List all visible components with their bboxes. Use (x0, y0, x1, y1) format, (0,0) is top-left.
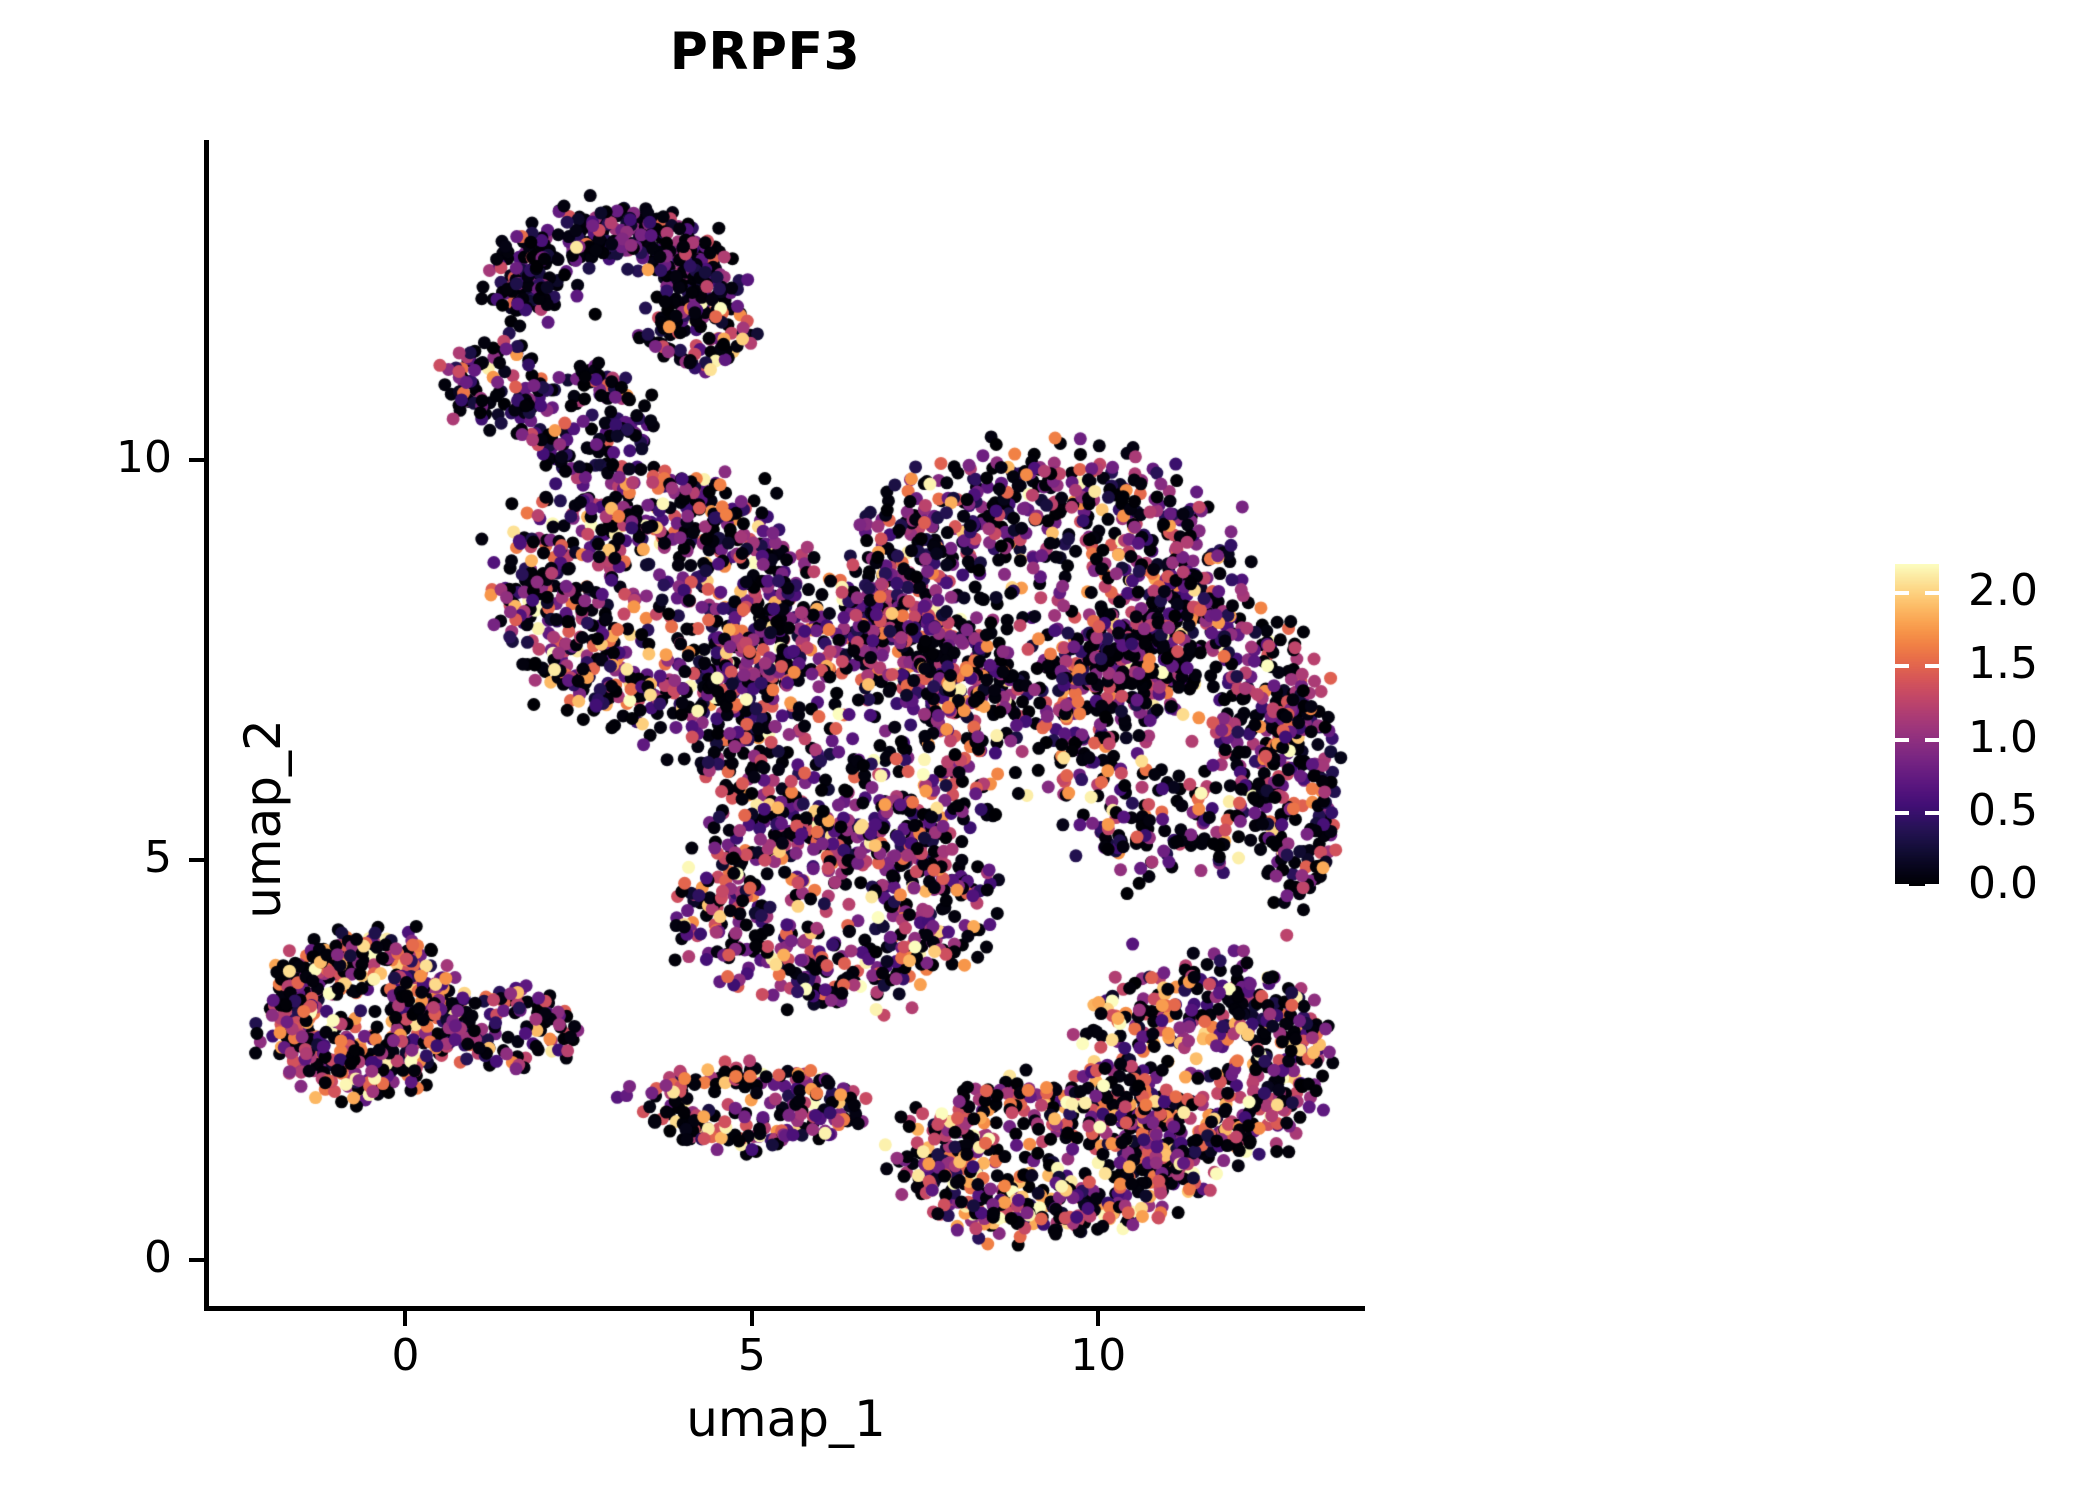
x-tick (749, 1311, 754, 1326)
y-tick (189, 858, 204, 862)
colorbar-tick-mark (1895, 810, 1909, 815)
colorbar (1895, 564, 1939, 886)
colorbar-tick-label: 0.5 (1968, 784, 2038, 836)
colorbar-tick-mark (1895, 664, 1909, 669)
y-axis-spine (204, 140, 209, 1311)
colorbar-tick-label: 1.0 (1968, 711, 2038, 763)
x-tick (403, 1311, 408, 1326)
x-tick-label: 0 (391, 1330, 420, 1381)
y-tick-label: 0 (144, 1232, 172, 1283)
y-tick-label: 5 (144, 832, 172, 883)
colorbar-tick-mark (1925, 810, 1939, 815)
x-axis-spine (204, 1306, 1365, 1311)
colorbar-tick-label: 2.0 (1968, 565, 2038, 617)
y-tick (189, 458, 204, 462)
x-axis-label: umap_1 (686, 1390, 886, 1448)
colorbar-tick-mark (1895, 884, 1909, 888)
plot-area: umap_2 (208, 140, 1365, 1308)
colorbar-tick-mark (1925, 884, 1939, 888)
x-tick-label: 5 (737, 1330, 766, 1381)
y-tick (189, 1258, 204, 1262)
y-tick-label: 10 (116, 432, 172, 483)
scatter-canvas (208, 140, 1365, 1308)
colorbar-tick-mark (1895, 737, 1909, 742)
colorbar-tick-mark (1925, 591, 1939, 596)
colorbar-tick-mark (1925, 664, 1939, 669)
x-tick (1096, 1311, 1101, 1326)
y-axis-label: umap_2 (234, 719, 292, 919)
colorbar-tick-label: 1.5 (1968, 638, 2038, 690)
colorbar-gradient (1895, 564, 1939, 886)
colorbar-tick-mark (1925, 737, 1939, 742)
colorbar-tick-mark (1895, 591, 1909, 596)
page-title: PRPF3 (669, 22, 861, 82)
colorbar-tick-label: 0.0 (1968, 858, 2038, 909)
x-tick-label: 10 (1070, 1330, 1127, 1381)
